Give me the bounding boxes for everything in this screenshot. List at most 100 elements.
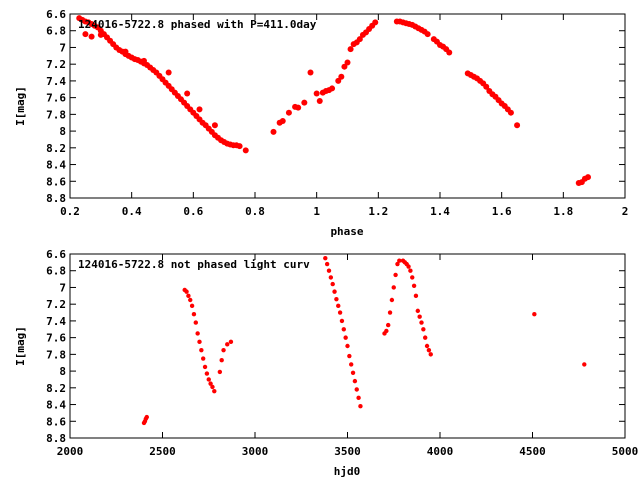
data-point [184, 289, 189, 294]
data-point [221, 347, 226, 353]
data-point [323, 255, 328, 261]
y-tick-label: 8.2 [46, 382, 66, 395]
data-point [424, 343, 430, 349]
data-point [393, 272, 398, 278]
y-tick-label: 8.4 [46, 159, 66, 172]
data-point [328, 275, 334, 280]
chart-title: 124016-5722.8 not phased light curv [78, 258, 310, 271]
x-tick-label: 3000 [242, 445, 269, 458]
y-tick-label: 6.6 [46, 8, 66, 21]
y-tick-label: 7.4 [46, 315, 66, 328]
x-tick-label: 2000 [57, 445, 84, 458]
data-point [582, 362, 587, 367]
data-point [395, 261, 400, 267]
data-point [225, 342, 230, 347]
data-point [343, 335, 348, 340]
x-ticks: 0.2 0.4 0.6 0.8 1 1.2 1.4 1.6 1.8 2 [60, 14, 628, 218]
data-point [408, 268, 413, 273]
data-point [336, 303, 341, 309]
data-point [358, 404, 363, 409]
y-tick-label: 8.8 [46, 192, 66, 205]
data-point [410, 275, 415, 280]
data-point [352, 378, 358, 384]
x-tick-label: 0.4 [122, 205, 142, 218]
data-point [285, 109, 292, 116]
data-point [387, 310, 393, 315]
y-tick-label: 7.8 [46, 348, 66, 361]
data-point [122, 48, 129, 55]
y-tick-label: 8.4 [46, 399, 66, 412]
data-point [193, 320, 198, 325]
data-point [191, 312, 197, 317]
data-point [372, 19, 379, 26]
data-point [356, 395, 361, 401]
data-point [417, 314, 422, 319]
data-point [424, 31, 431, 38]
data-point [411, 283, 417, 288]
data-point [413, 293, 419, 299]
data-point [316, 97, 323, 104]
y-tick-label: 8.6 [46, 175, 66, 188]
data-point [210, 384, 215, 390]
y-tick-label: 7.6 [46, 332, 66, 345]
data-point [217, 369, 223, 375]
markers [76, 15, 591, 186]
data-point [219, 358, 224, 363]
data-point [313, 90, 320, 97]
markers [141, 255, 587, 426]
data-point [279, 118, 286, 125]
data-point [406, 264, 411, 269]
y-tick-label: 8 [59, 125, 66, 138]
data-point [330, 281, 335, 287]
y-axis-label: I[mag] [14, 86, 27, 126]
y-tick-label: 7.2 [46, 298, 66, 311]
x-tick-label: 1.8 [553, 205, 573, 218]
data-point [199, 347, 204, 353]
chart-unphased: 6.6 6.8 7 7.2 7.4 7.6 7.8 8 8.2 8.4 8.6 8.8 2000 250… [14, 248, 638, 478]
data-point [212, 388, 217, 394]
data-point [419, 320, 424, 325]
data-point [97, 31, 104, 38]
data-point [514, 122, 521, 129]
plot-frame [69, 13, 626, 199]
data-point [201, 356, 206, 361]
data-point [196, 106, 203, 113]
data-point [324, 261, 330, 267]
chart-phased: 6.66.877.27.47.67.888.28.48.68.8 0.2 0.4 0… [14, 8, 628, 238]
x-tick-label: 5000 [612, 445, 639, 458]
y-tick-label: 7.2 [46, 58, 66, 71]
data-point [585, 174, 591, 181]
data-point [347, 46, 354, 53]
data-point [338, 73, 345, 80]
data-point [350, 370, 356, 375]
y-tick-label: 6.6 [46, 248, 66, 261]
data-point [186, 293, 191, 299]
y-ticks: 6.6 6.8 7 7.2 7.4 7.6 7.8 8 8.2 8.4 8.6 8.8 [46, 8, 625, 205]
x-tick-label: 2 [622, 205, 629, 218]
x-tick-label: 1.4 [430, 205, 450, 218]
data-point [386, 322, 391, 328]
data-point [197, 339, 202, 345]
data-point [423, 335, 428, 340]
data-point [206, 377, 211, 382]
data-point [202, 364, 208, 370]
x-tick-label: 4000 [427, 445, 454, 458]
data-point [421, 327, 426, 332]
data-point [184, 90, 191, 97]
data-point [345, 343, 350, 349]
data-point [335, 77, 342, 84]
x-ticks: 2000 2500 3000 3500 4000 4500 5000 [57, 254, 639, 458]
data-point [446, 49, 453, 56]
data-point [532, 312, 537, 317]
data-point [301, 99, 308, 106]
y-tick-label: 8.2 [46, 142, 66, 155]
data-point [295, 104, 302, 111]
data-point [339, 318, 345, 324]
data-point [144, 414, 149, 420]
data-point [270, 128, 277, 135]
data-point [391, 285, 396, 290]
y-tick-label: 8.6 [46, 415, 66, 428]
data-point [329, 85, 336, 92]
data-point [334, 296, 339, 302]
